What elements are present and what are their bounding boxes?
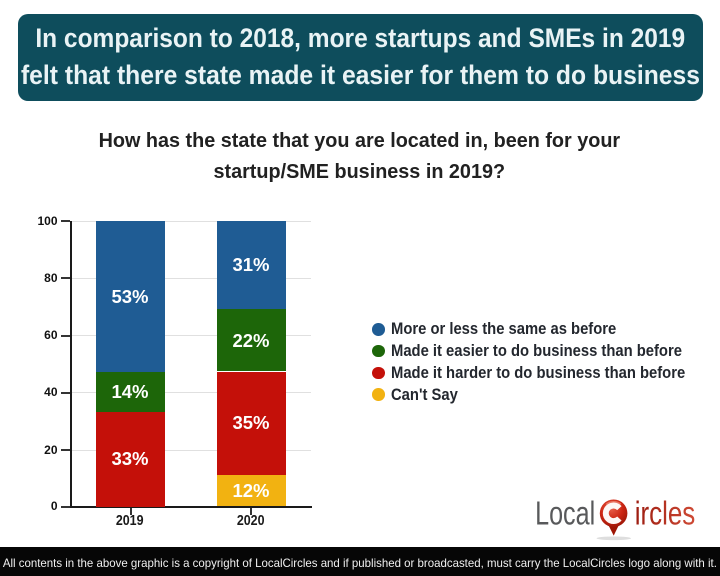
svg-text:Local: Local [535, 495, 595, 532]
svg-text:ircles: ircles [635, 495, 696, 532]
